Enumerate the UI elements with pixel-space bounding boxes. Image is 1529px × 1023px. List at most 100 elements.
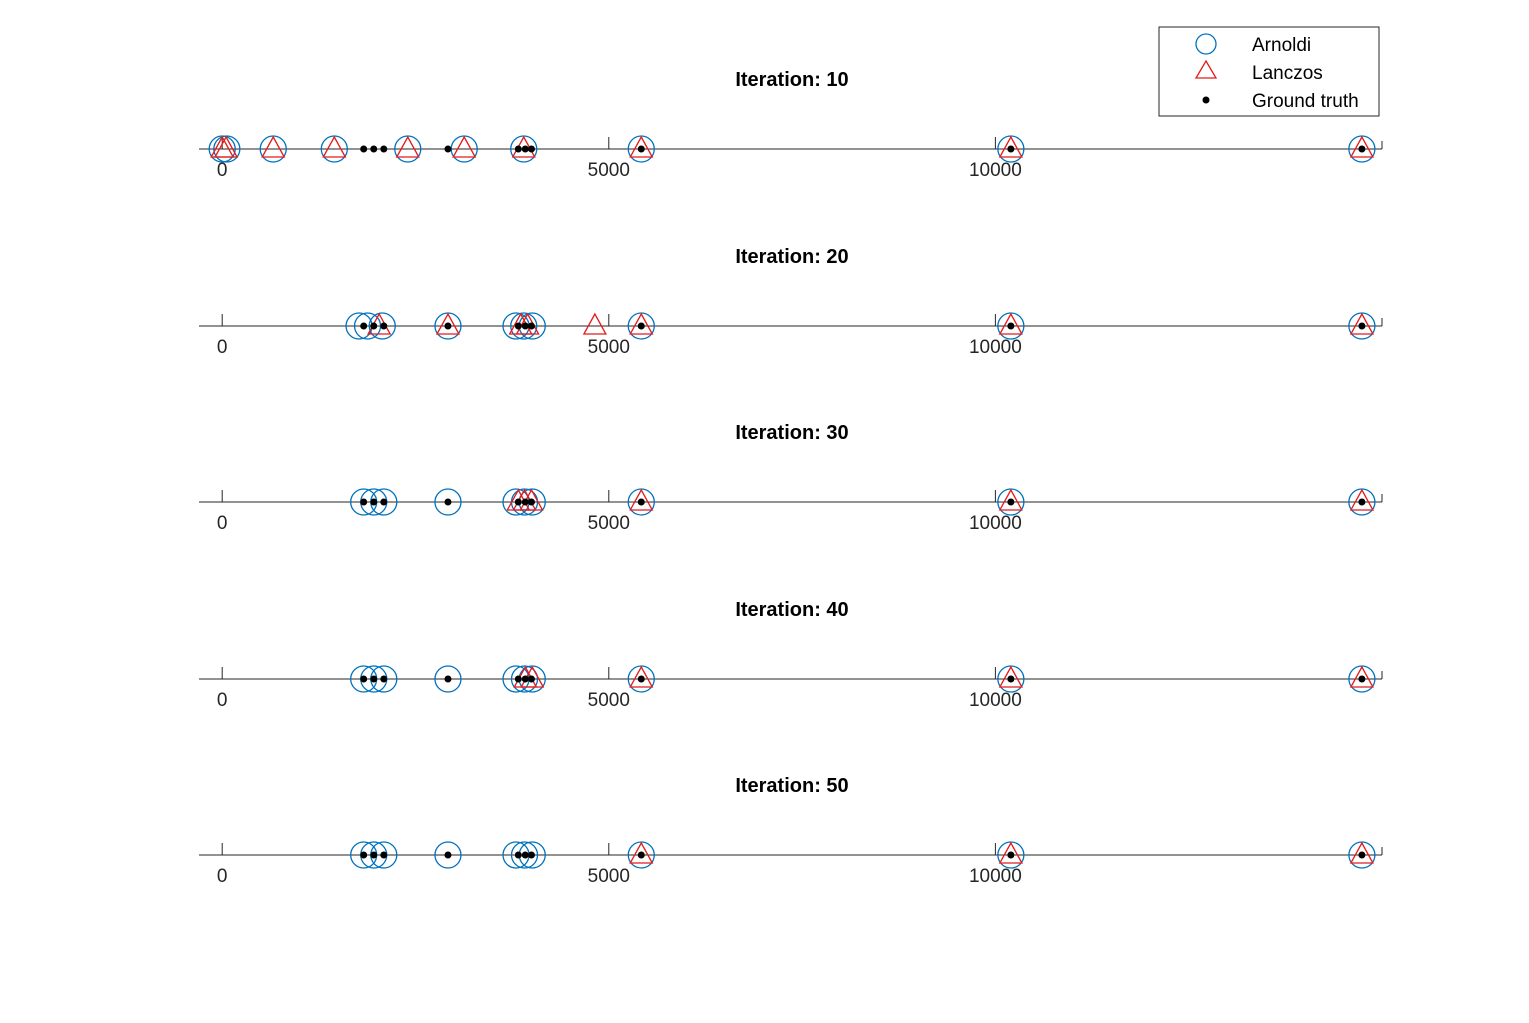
ground-truth-point [637, 675, 645, 683]
ground-truth-point [521, 675, 529, 683]
ground-truth-point [637, 145, 645, 153]
ground-truth-point [1358, 851, 1366, 859]
ground-truth-point [527, 675, 535, 683]
ground-truth-point [1007, 675, 1015, 683]
lanczos-point [629, 312, 654, 335]
lanczos-point [629, 135, 654, 158]
arnoldi-point [510, 665, 539, 693]
arnoldi-point [368, 312, 396, 340]
x-tick-label: 0 [217, 690, 228, 711]
ground-truth-point [360, 322, 368, 330]
lanczos-point [452, 135, 477, 158]
ground-truth-point [1007, 851, 1015, 859]
ground-truth-point [521, 145, 529, 153]
x-tick-label: 10000 [969, 160, 1022, 181]
ground-truth-point [527, 145, 535, 153]
x-tick-label: 5000 [588, 690, 630, 711]
legend-ground-truth-label: Ground truth [1252, 91, 1359, 112]
x-tick-label: 10000 [969, 513, 1022, 534]
x-tick-label: 10000 [969, 337, 1022, 358]
subplot-2: Iteration: 20 0 5000 10000 [199, 246, 1383, 358]
ground-truth-point [380, 851, 388, 859]
lanczos-point [435, 312, 461, 335]
x-tick-label: 0 [217, 866, 228, 887]
ground-truth-point [380, 675, 388, 683]
subplot-1: Iteration: 10 0 5000 10000 [199, 69, 1383, 181]
ground-truth-point [370, 851, 378, 859]
lanczos-point [1349, 488, 1374, 511]
x-tick-label: 0 [217, 160, 228, 181]
ground-truth-point [527, 498, 535, 506]
ground-truth-point [444, 675, 452, 683]
lanczos-point [998, 135, 1023, 158]
lanczos-point [629, 488, 654, 511]
subplot-title: Iteration: 50 [735, 775, 848, 797]
legend-lanczos-marker [1194, 59, 1218, 79]
ground-truth-point [637, 322, 645, 330]
subplot-title: Iteration: 20 [735, 246, 848, 268]
ground-truth-point [444, 851, 452, 859]
subplot-title: Iteration: 30 [735, 422, 848, 444]
subplot-3: Iteration: 30 0 5000 10000 [199, 422, 1383, 534]
ground-truth-point [1007, 498, 1015, 506]
ground-truth-point [521, 851, 529, 859]
lanczos-point [998, 841, 1023, 864]
ground-truth-point [380, 498, 388, 506]
arnoldi-point [213, 135, 241, 163]
ground-truth-point [380, 322, 388, 330]
ground-truth-point [1358, 675, 1366, 683]
lanczos-point [213, 135, 239, 158]
ground-truth-point [1007, 145, 1015, 153]
ground-truth-point [527, 851, 535, 859]
legend: Arnoldi Lanczos Ground truth [1158, 26, 1380, 117]
x-tick-label: 0 [217, 337, 228, 358]
ground-truth-point [360, 851, 368, 859]
arnoldi-point [434, 665, 462, 693]
lanczos-point [582, 312, 607, 335]
subplot-title: Iteration: 10 [735, 69, 848, 91]
lanczos-point [1349, 665, 1374, 688]
ground-truth-point [360, 675, 368, 683]
ground-truth-point [1358, 145, 1366, 153]
subplot-5: Iteration: 50 0 5000 10000 [199, 775, 1383, 887]
ground-truth-point [514, 851, 522, 859]
subplots: Iteration: 10 0 5000 10000 Iteration: 20 0 500… [199, 69, 1383, 887]
ground-truth-point [514, 145, 522, 153]
arnoldi-point [434, 841, 462, 869]
x-tick-label: 5000 [588, 337, 630, 358]
lanczos-point [998, 488, 1023, 511]
ground-truth-point [444, 498, 452, 506]
lanczos-point [1349, 312, 1374, 335]
legend-ground-truth-marker [1202, 96, 1210, 104]
lanczos-point [261, 135, 286, 158]
x-tick-label: 10000 [969, 866, 1022, 887]
arnoldi-point [510, 312, 538, 340]
ground-truth-point [1358, 498, 1366, 506]
x-tick-label: 10000 [969, 690, 1022, 711]
lanczos-point [395, 135, 420, 158]
ground-truth-point [444, 322, 452, 330]
x-tick-label: 5000 [588, 866, 630, 887]
lanczos-point [1349, 135, 1374, 158]
ground-truth-point [521, 498, 529, 506]
ground-truth-point [370, 675, 378, 683]
arnoldi-point [510, 841, 539, 869]
ground-truth-point [380, 145, 388, 153]
legend-lanczos-label: Lanczos [1252, 63, 1323, 84]
ground-truth-point [360, 498, 368, 506]
legend-arnoldi-label: Arnoldi [1252, 35, 1311, 56]
x-tick-label: 5000 [588, 513, 630, 534]
lanczos-point [998, 312, 1023, 335]
ground-truth-point [1007, 322, 1015, 330]
x-tick-label: 5000 [588, 160, 630, 181]
ground-truth-point [1358, 322, 1366, 330]
lanczos-point [1349, 841, 1374, 864]
ground-truth-point [370, 145, 378, 153]
ground-truth-point [514, 498, 522, 506]
legend-arnoldi-marker [1195, 33, 1217, 55]
ground-truth-point [370, 322, 378, 330]
ground-truth-point [637, 851, 645, 859]
ground-truth-point [444, 145, 452, 153]
lanczos-point [322, 135, 347, 158]
